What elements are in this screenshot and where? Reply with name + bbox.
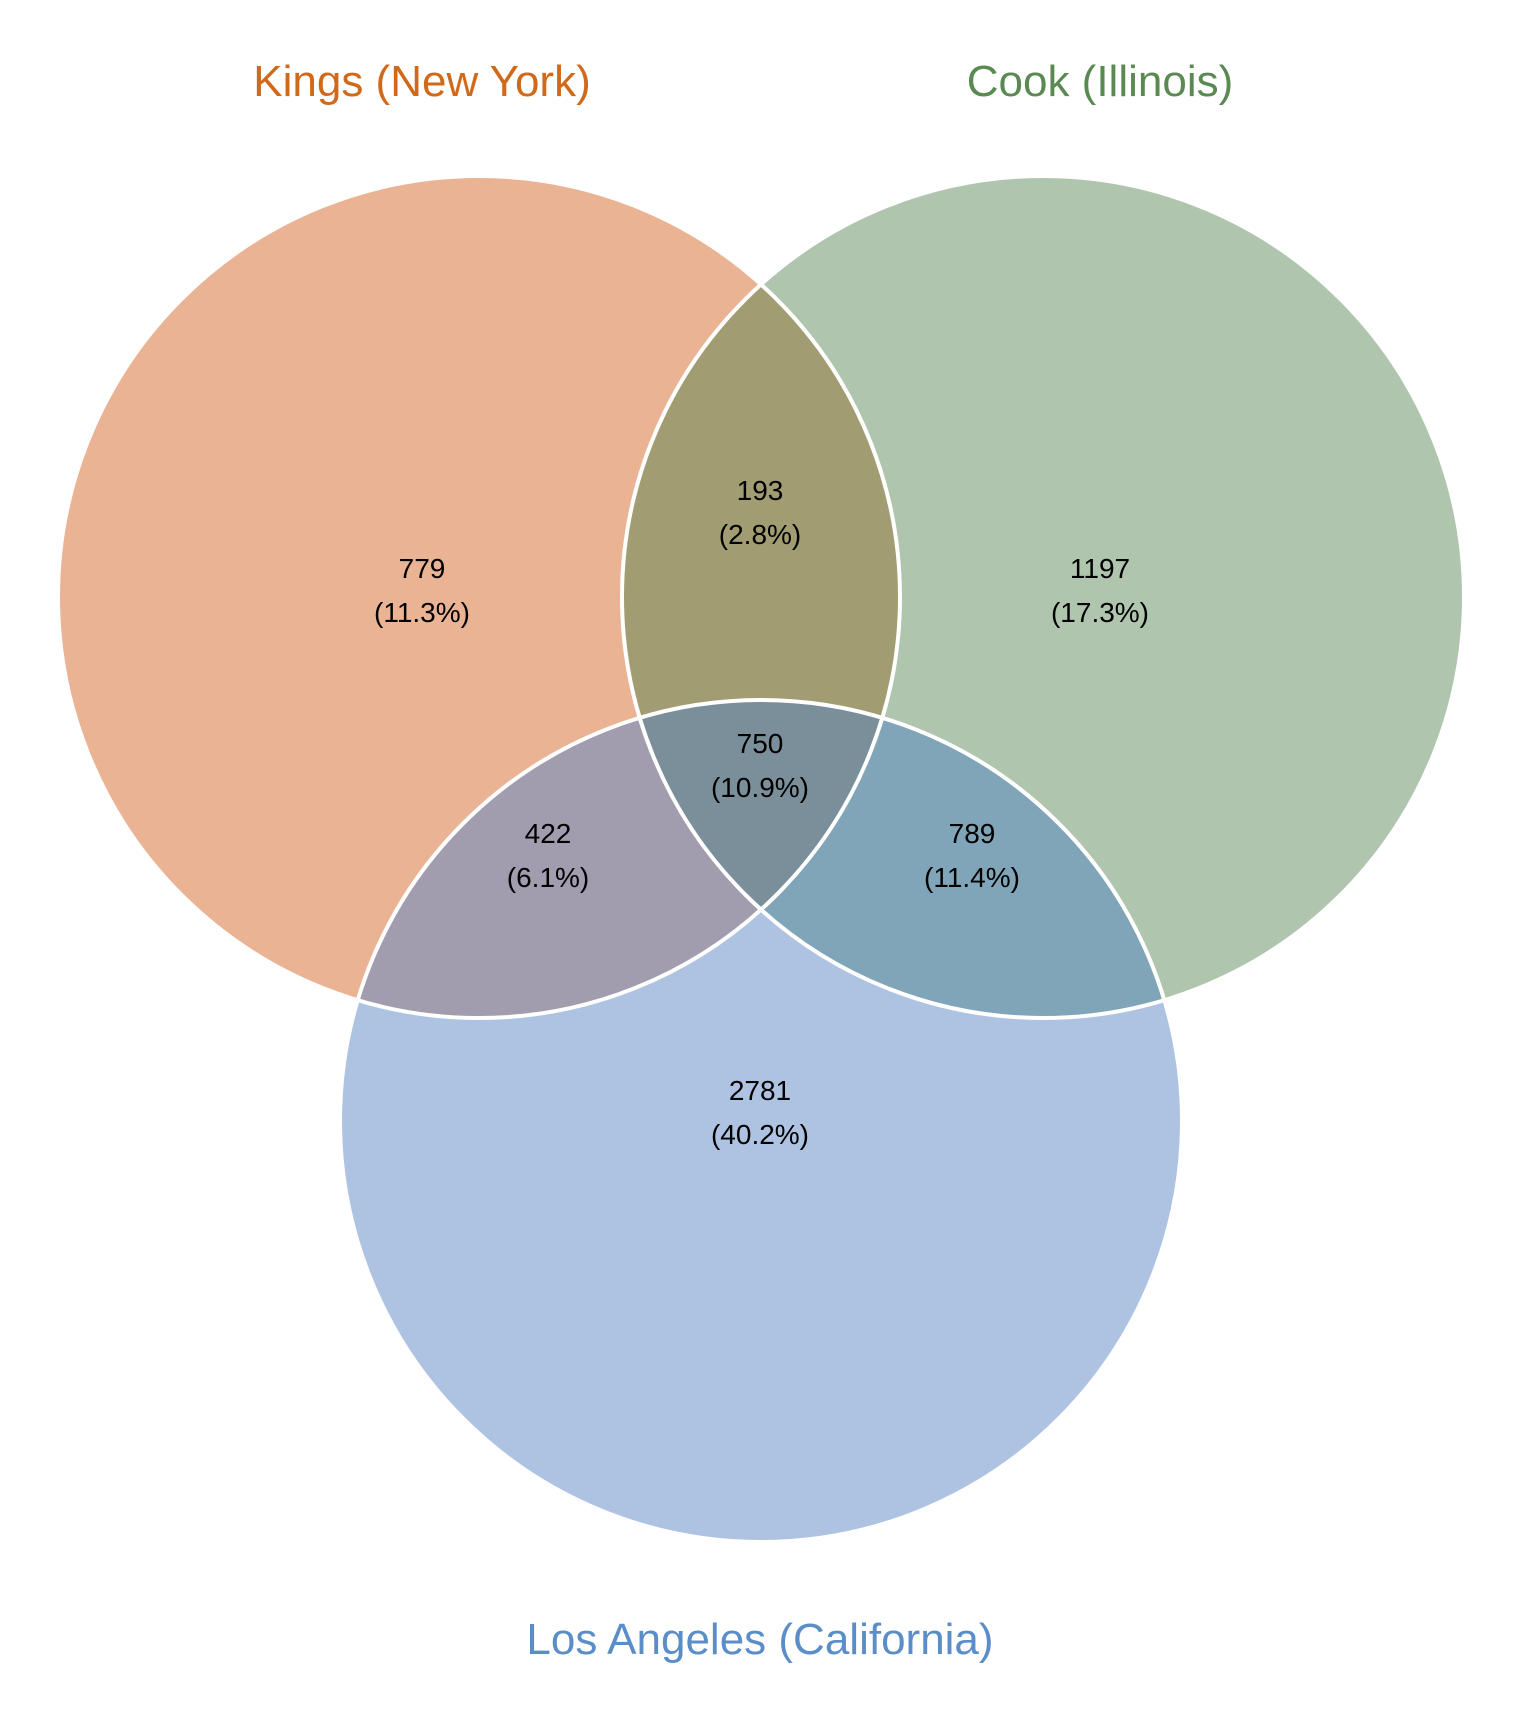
set-title-kings: Kings (New York) [253,57,590,106]
region-percent-label: (6.1%) [507,862,589,893]
region-count-label: 1197 [1070,553,1130,584]
set-outline-cook [620,174,1466,1020]
region-percent-label: (17.3%) [1051,597,1149,628]
set-outline-kings [56,174,902,1020]
region-percent-label: (2.8%) [719,519,801,550]
region-percent-label: (11.4%) [924,862,1020,893]
region-count-label: 750 [737,728,784,759]
set-title-los-angeles: Los Angeles (California) [526,1615,993,1664]
region-percent-label: (10.9%) [711,772,809,803]
region-count-label: 789 [949,818,996,849]
region-count-label: 2781 [729,1075,791,1106]
region-count-label: 193 [737,475,784,506]
region-percent-label: (11.3%) [374,597,470,628]
set-outline-los-angeles [338,698,1184,1544]
set-title-cook: Cook (Illinois) [967,57,1234,106]
region-count-label: 422 [525,818,572,849]
region-count-label: 779 [399,553,446,584]
venn-outlines [56,174,1466,1544]
region-percent-label: (40.2%) [711,1119,809,1150]
region-labels: 779 (11.3%) 1197 (17.3%) 2781 (40.2%) 193 (2.8%… [374,475,1149,1150]
